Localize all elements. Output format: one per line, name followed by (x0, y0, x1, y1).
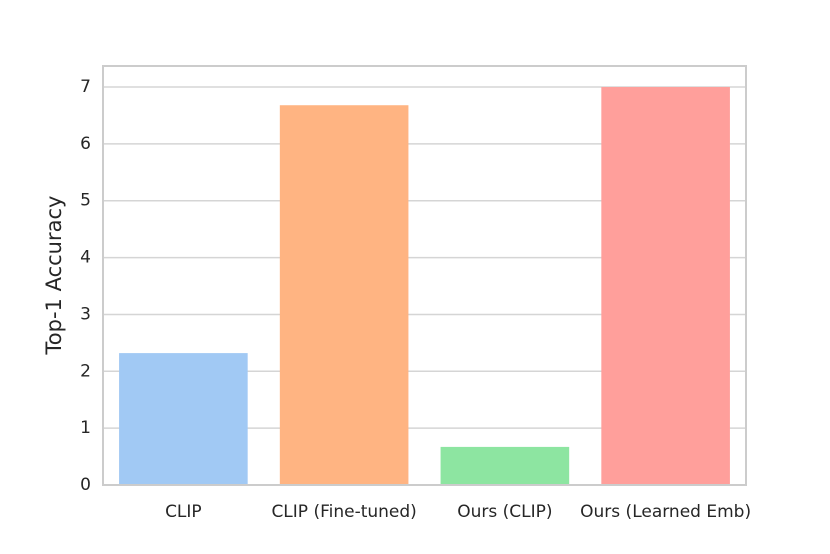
y-tick-label: 4 (80, 248, 91, 268)
x-tick-label: Ours (CLIP) (457, 502, 552, 522)
y-tick-label: 7 (80, 77, 91, 97)
bar (279, 105, 409, 485)
y-tick-label: 1 (80, 418, 91, 438)
bar (601, 87, 730, 485)
y-tick-label: 6 (80, 134, 91, 154)
bar (119, 353, 248, 485)
x-tick-label: CLIP (Fine-tuned) (271, 502, 416, 522)
bar (440, 446, 570, 485)
x-tick-label: Ours (Learned Emb) (580, 502, 751, 522)
y-axis-label: Top-1 Accuracy (42, 196, 66, 356)
y-tick-label: 3 (80, 304, 91, 324)
plot-frame (102, 65, 747, 486)
y-tick-label: 2 (80, 361, 91, 381)
y-tick-label: 5 (80, 191, 91, 211)
y-tick-label: 0 (80, 475, 91, 495)
x-tick-label: CLIP (165, 502, 202, 522)
